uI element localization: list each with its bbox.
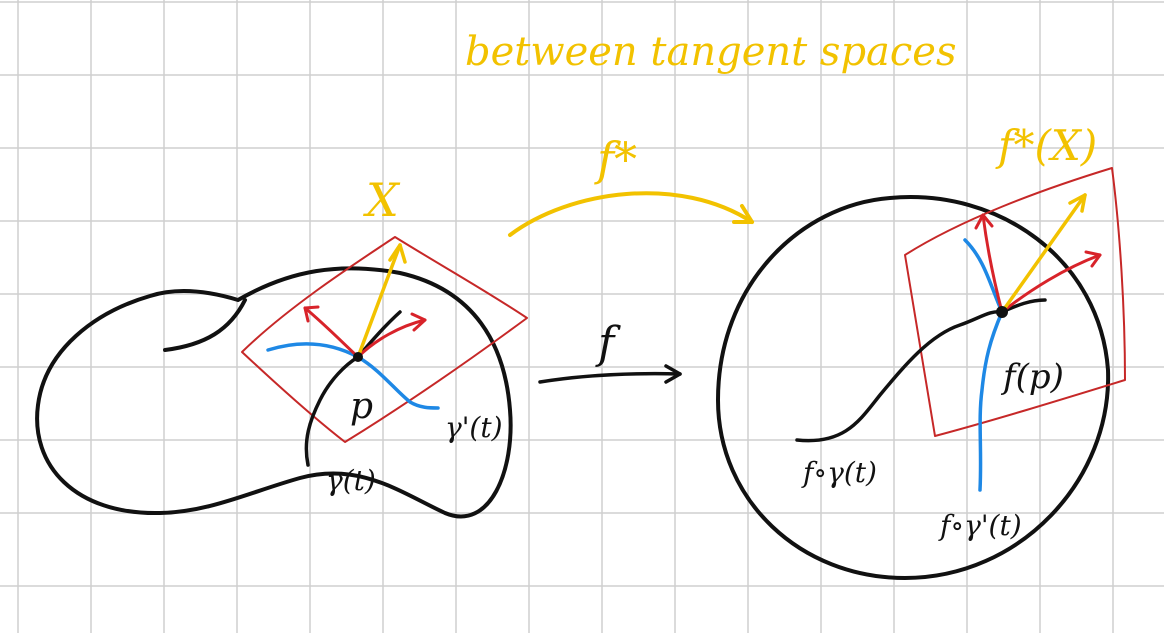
gamma-prime-label: γ'(t) <box>445 411 503 444</box>
f-map-arrow <box>538 364 682 384</box>
right-manifold-outline <box>716 195 1111 580</box>
f-gamma-prime-label: f∘γ'(t) <box>938 509 1022 542</box>
left-red-arrows <box>303 305 427 359</box>
right-manifold <box>716 167 1126 580</box>
f-gamma-prime-curve <box>963 238 1004 492</box>
point-fp-dot <box>996 306 1008 318</box>
p-label: p <box>350 386 373 427</box>
x-label: X <box>363 173 401 227</box>
title-label: between tangent spaces <box>465 29 957 75</box>
f-star-label: f* <box>594 132 637 186</box>
fstar-x-label: f*(X) <box>995 121 1097 170</box>
pushforward-arrow <box>508 191 754 237</box>
gamma-label: γ(t) <box>326 464 376 497</box>
right-red-arrows <box>974 213 1102 314</box>
f-label: f <box>595 318 621 369</box>
right-tangent-plane <box>904 167 1126 437</box>
left-manifold-fold <box>163 298 247 352</box>
point-p-dot <box>353 352 363 362</box>
left-manifold-outline <box>35 266 513 519</box>
left-tangent-plane <box>241 236 528 443</box>
gamma-prime-curve <box>266 342 440 410</box>
f-gamma-label: f∘γ(t) <box>801 456 877 489</box>
x-vector-arrow <box>356 243 407 359</box>
fstar-x-vector-arrow <box>1000 193 1087 314</box>
fp-label: f(p) <box>1000 357 1064 397</box>
left-manifold <box>35 236 528 519</box>
gamma-curve <box>304 310 402 467</box>
f-gamma-curve <box>795 298 1047 443</box>
